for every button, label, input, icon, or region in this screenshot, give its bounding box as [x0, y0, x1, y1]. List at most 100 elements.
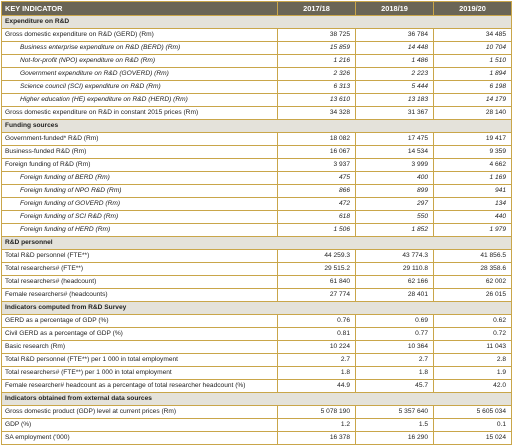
cell-value: 9 359: [433, 145, 512, 159]
data-row: Total R&D personnel (FTE**) per 1 000 in…: [1, 353, 512, 367]
cell-value: 13 610: [277, 93, 356, 107]
data-row: Business-funded R&D (Rm) 16 067 14 534 9 35…: [1, 145, 512, 159]
sub-row: Foreign funding of SCI R&D (Rm) 618 550 440: [1, 210, 512, 224]
cell-value: 1 510: [433, 54, 512, 68]
cell-value: 0.62: [433, 314, 512, 328]
sub-row: Science council (SCI) expenditure on R&D…: [1, 80, 512, 94]
cell-value: 45.7: [355, 379, 434, 393]
row-label: GERD as a percentage of GDP (%): [1, 314, 278, 328]
cell-value: 62 166: [355, 275, 434, 289]
cell-value: 16 378: [277, 431, 356, 445]
table-body: Expenditure on R&D Gross domestic expendi…: [1, 15, 512, 445]
section-row: Funding sources: [1, 119, 512, 133]
cell-value: 10 224: [277, 340, 356, 354]
section-title: Indicators obtained from external data s…: [1, 392, 512, 406]
data-row: Female researchers# (headcounts) 27 774 28…: [1, 288, 512, 302]
data-row: Female researcher# headcount as a percen…: [1, 379, 512, 393]
row-label: Total R&D personnel (FTE**): [1, 249, 278, 263]
row-label: Total researchers# (FTE**) per 1 000 in …: [1, 366, 278, 380]
cell-value: 29 515.2: [277, 262, 356, 276]
data-row: Foreign funding of R&D (Rm) 3 937 3 999 4 6…: [1, 158, 512, 172]
data-row: Civil GERD as a percentage of GDP (%) 0.8…: [1, 327, 512, 341]
cell-value: 0.76: [277, 314, 356, 328]
section-row: Indicators obtained from external data s…: [1, 392, 512, 406]
cell-value: 6 198: [433, 80, 512, 94]
row-label: Foreign funding of R&D (Rm): [1, 158, 278, 172]
row-label: Gross domestic expenditure on R&D in con…: [1, 106, 278, 120]
cell-value: 0.81: [277, 327, 356, 341]
cell-value: 1 486: [355, 54, 434, 68]
cell-value: 15 024: [433, 431, 512, 445]
cell-value: 1 852: [355, 223, 434, 237]
cell-value: 5 357 640: [355, 405, 434, 419]
section-row: Indicators computed from R&D Survey: [1, 301, 512, 315]
sub-row: Government expenditure on R&D (GOVERD) (…: [1, 67, 512, 81]
data-row: GDP (%) 1.2 1.5 0.1: [1, 418, 512, 432]
cell-value: 2.8: [433, 353, 512, 367]
cell-value: 1.9: [433, 366, 512, 380]
cell-value: 472: [277, 197, 356, 211]
sub-row: Foreign funding of GOVERD (Rm) 472 297 134: [1, 197, 512, 211]
cell-value: 13 183: [355, 93, 434, 107]
cell-value: 62 002: [433, 275, 512, 289]
data-row: Total researchers# (FTE**) per 1 000 in …: [1, 366, 512, 380]
cell-value: 0.77: [355, 327, 434, 341]
data-row: SA employment ('000) 16 378 16 290 15 024: [1, 431, 512, 445]
cell-value: 0.69: [355, 314, 434, 328]
cell-value: 42.0: [433, 379, 512, 393]
data-row: Total researchers# (headcount) 61 840 62 1…: [1, 275, 512, 289]
cell-value: 1 506: [277, 223, 356, 237]
row-label: GDP (%): [1, 418, 278, 432]
cell-value: 11 043: [433, 340, 512, 354]
sub-row: Foreign funding of NPO R&D (Rm) 866 899 941: [1, 184, 512, 198]
cell-value: 28 401: [355, 288, 434, 302]
cell-value: 899: [355, 184, 434, 198]
cell-value: 61 840: [277, 275, 356, 289]
row-label: Government expenditure on R&D (GOVERD) (…: [1, 67, 278, 81]
cell-value: 2.7: [277, 353, 356, 367]
cell-value: 29 110.8: [355, 262, 434, 276]
cell-value: 297: [355, 197, 434, 211]
section-title: Expenditure on R&D: [1, 15, 512, 29]
cell-value: 475: [277, 171, 356, 185]
row-label: Foreign funding of GOVERD (Rm): [1, 197, 278, 211]
row-label: SA employment ('000): [1, 431, 278, 445]
sub-row: Foreign funding of BERD (Rm) 475 400 1 169: [1, 171, 512, 185]
cell-value: 16 067: [277, 145, 356, 159]
cell-value: 3 937: [277, 158, 356, 172]
cell-value: 3 999: [355, 158, 434, 172]
cell-value: 1 894: [433, 67, 512, 81]
cell-value: 34 485: [433, 28, 512, 42]
section-title: Funding sources: [1, 119, 512, 133]
table-header: KEY INDICATOR 2017/18 2018/19 2019/20: [1, 1, 512, 16]
data-row: Total R&D personnel (FTE**) 44 259.3 43 77…: [1, 249, 512, 263]
cell-value: 2 326: [277, 67, 356, 81]
cell-value: 28 358.6: [433, 262, 512, 276]
cell-value: 34 328: [277, 106, 356, 120]
data-row: Total researchers# (FTE**) 29 515.2 29 110…: [1, 262, 512, 276]
data-row: Basic research (Rm) 10 224 10 364 11 043: [1, 340, 512, 354]
cell-value: 440: [433, 210, 512, 224]
row-label: Business-funded R&D (Rm): [1, 145, 278, 159]
cell-value: 14 448: [355, 41, 434, 55]
cell-value: 41 856.5: [433, 249, 512, 263]
header-year: 2017/18: [277, 1, 356, 16]
cell-value: 1 216: [277, 54, 356, 68]
cell-value: 1.8: [277, 366, 356, 380]
cell-value: 19 417: [433, 132, 512, 146]
cell-value: 27 774: [277, 288, 356, 302]
sub-row: Not-for-profit (NPO) expenditure on R&D …: [1, 54, 512, 68]
cell-value: 36 784: [355, 28, 434, 42]
cell-value: 5 078 190: [277, 405, 356, 419]
cell-value: 4 662: [433, 158, 512, 172]
sub-row: Higher education (HE) expenditure on R&D…: [1, 93, 512, 107]
cell-value: 5 444: [355, 80, 434, 94]
row-label: Total researchers# (headcount): [1, 275, 278, 289]
header-row: KEY INDICATOR 2017/18 2018/19 2019/20: [1, 1, 512, 16]
cell-value: 10 364: [355, 340, 434, 354]
row-label: Not-for-profit (NPO) expenditure on R&D …: [1, 54, 278, 68]
cell-value: 1.8: [355, 366, 434, 380]
data-row: Government-funded* R&D (Rm) 18 082 17 475 1…: [1, 132, 512, 146]
